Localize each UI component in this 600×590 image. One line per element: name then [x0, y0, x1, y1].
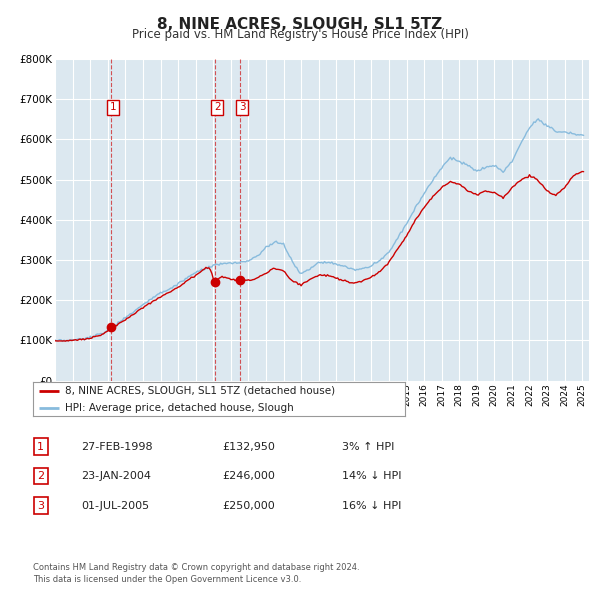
Text: 16% ↓ HPI: 16% ↓ HPI — [342, 501, 401, 510]
Text: 1: 1 — [110, 102, 116, 112]
Text: 8, NINE ACRES, SLOUGH, SL1 5TZ: 8, NINE ACRES, SLOUGH, SL1 5TZ — [157, 17, 443, 31]
Text: 27-FEB-1998: 27-FEB-1998 — [81, 442, 152, 451]
Text: 3: 3 — [239, 102, 245, 112]
Text: 3% ↑ HPI: 3% ↑ HPI — [342, 442, 394, 451]
Text: Contains HM Land Registry data © Crown copyright and database right 2024.
This d: Contains HM Land Registry data © Crown c… — [33, 563, 359, 584]
Text: HPI: Average price, detached house, Slough: HPI: Average price, detached house, Slou… — [65, 404, 293, 414]
Text: 1: 1 — [37, 442, 44, 451]
Text: 14% ↓ HPI: 14% ↓ HPI — [342, 471, 401, 481]
Text: 8, NINE ACRES, SLOUGH, SL1 5TZ (detached house): 8, NINE ACRES, SLOUGH, SL1 5TZ (detached… — [65, 386, 335, 396]
Text: 23-JAN-2004: 23-JAN-2004 — [81, 471, 151, 481]
Text: 2: 2 — [37, 471, 44, 481]
Text: 01-JUL-2005: 01-JUL-2005 — [81, 501, 149, 510]
Text: £246,000: £246,000 — [222, 471, 275, 481]
Text: 3: 3 — [37, 501, 44, 510]
Text: 2: 2 — [214, 102, 220, 112]
Text: £250,000: £250,000 — [222, 501, 275, 510]
Text: £132,950: £132,950 — [222, 442, 275, 451]
Text: Price paid vs. HM Land Registry's House Price Index (HPI): Price paid vs. HM Land Registry's House … — [131, 28, 469, 41]
